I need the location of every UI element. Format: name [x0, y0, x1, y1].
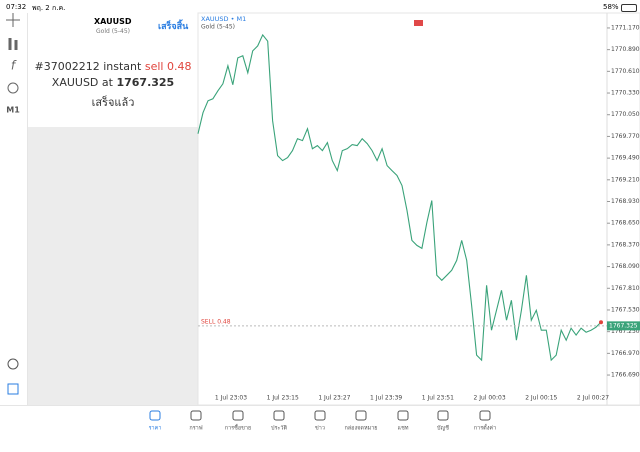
- nav-label[interactable]: ราคา: [149, 426, 162, 432]
- nav-label[interactable]: ประวัติ: [271, 425, 287, 432]
- one-click-icon[interactable]: [414, 20, 423, 26]
- panel-blank: [28, 127, 198, 405]
- nav-label[interactable]: ข่าว: [315, 426, 325, 432]
- clock: 07:32: [6, 3, 27, 11]
- search-icon[interactable]: [7, 358, 19, 370]
- nav-label[interactable]: การตั้งค่า: [474, 424, 496, 432]
- price-label: 1770.610: [611, 68, 640, 75]
- battery-icon: [621, 4, 637, 12]
- time-label: 1 Jul 23:15: [267, 395, 299, 402]
- time-label: 1 Jul 23:27: [318, 395, 350, 402]
- time-label: 2 Jul 00:15: [525, 395, 557, 402]
- nav-icon[interactable]: [437, 410, 449, 421]
- nav-icon[interactable]: [479, 410, 491, 421]
- status-bar: 07:32 พฤ. 2 ก.ค. 58%: [0, 0, 640, 13]
- done-button[interactable]: เสร็จสิ้น: [158, 22, 189, 32]
- toolbar: f M1: [0, 13, 28, 405]
- time-label: 2 Jul 00:27: [577, 395, 609, 402]
- price-label: 1770.890: [611, 46, 640, 53]
- panel-description: Gold (5-45): [96, 28, 131, 35]
- order-panel: XAUUSD Gold (5-45) เสร็จสิ้น #37002212 i…: [28, 13, 198, 127]
- price-label: 1768.370: [611, 241, 640, 248]
- nav-icon[interactable]: [355, 410, 367, 421]
- price-tag: [607, 321, 640, 331]
- nav-bar: ราคา กราฟ การซื้อขาย ประวัติ ข่าว กล่องจดหมาย…: [149, 410, 496, 432]
- price-line: [197, 33, 602, 362]
- order-id: #37002212 instant: [34, 60, 142, 73]
- battery: 58%: [603, 3, 619, 11]
- nav-icon[interactable]: [397, 410, 409, 421]
- objects-icon[interactable]: [7, 82, 19, 94]
- time-label: 1 Jul 23:39: [370, 395, 402, 402]
- nav-label[interactable]: กล่องจดหมาย: [344, 426, 377, 432]
- nav-icon[interactable]: [149, 410, 161, 421]
- chart-frame: [197, 12, 640, 405]
- price-label: 1767.250: [611, 328, 640, 335]
- bottom-nav: ราคา กราฟ การซื้อขาย ประวัติ ข่าว กล่องจดหมาย…: [0, 405, 640, 448]
- nav-icon[interactable]: [232, 410, 244, 421]
- result: เสร็จแล้ว: [91, 96, 135, 109]
- order-line: #37002212 instant sell 0.48: [28, 60, 198, 73]
- candles-icon[interactable]: [8, 38, 18, 50]
- price-label: 1766.690: [611, 372, 640, 379]
- panel-symbol[interactable]: XAUUSD: [94, 17, 132, 26]
- price-label: 1771.170: [611, 24, 640, 31]
- fill-price: 1767.325: [116, 76, 175, 89]
- chart-symbol: XAUUSD • M1: [201, 15, 246, 23]
- price-label: 1766.970: [611, 350, 640, 357]
- price-label: 1767.810: [611, 285, 640, 292]
- time-label: 2 Jul 00:03: [473, 395, 505, 402]
- nav-icon[interactable]: [314, 410, 326, 421]
- time-label: 1 Jul 23:51: [422, 395, 454, 402]
- price-label: 1768.930: [611, 198, 640, 205]
- price-label: 1768.650: [611, 220, 640, 227]
- price-line: XAUUSD at 1767.325: [28, 76, 198, 89]
- sell-label: SELL 0.48: [201, 318, 231, 325]
- nav-label[interactable]: กราฟ: [189, 425, 202, 432]
- date: พฤ. 2 ก.ค.: [32, 4, 66, 12]
- price-label: 1767.530: [611, 306, 640, 313]
- time-label: 1 Jul 23:03: [215, 395, 247, 402]
- price-label: 1769.770: [611, 133, 640, 140]
- price-tag-label: 1767.325: [609, 322, 638, 329]
- price-prefix: XAUUSD at: [51, 76, 113, 89]
- order-side: sell 0.48: [144, 60, 192, 73]
- price-label: 1769.490: [611, 155, 640, 162]
- indicator-icon[interactable]: f: [11, 59, 17, 73]
- trade-icon[interactable]: [7, 383, 19, 395]
- nav-label[interactable]: การซื้อขาย: [225, 424, 251, 432]
- chart-description: Gold (5-45): [201, 24, 235, 31]
- nav-label[interactable]: บัญชี: [437, 425, 449, 432]
- chart: XAUUSD • M1 Gold (5-45) 1771.170 1770.890…: [197, 12, 640, 405]
- nav-icon[interactable]: [190, 410, 202, 421]
- nav-icon[interactable]: [273, 410, 285, 421]
- nav-label[interactable]: แชท: [398, 425, 409, 432]
- last-point: [599, 320, 603, 325]
- timeframe[interactable]: M1: [6, 106, 20, 115]
- price-label: 1770.050: [611, 111, 640, 118]
- price-label: 1768.090: [611, 263, 640, 270]
- toolbar-icons: f M1: [6, 13, 20, 395]
- price-label: 1770.330: [611, 90, 640, 97]
- price-label: 1769.210: [611, 176, 640, 183]
- crosshair-icon[interactable]: [6, 13, 20, 27]
